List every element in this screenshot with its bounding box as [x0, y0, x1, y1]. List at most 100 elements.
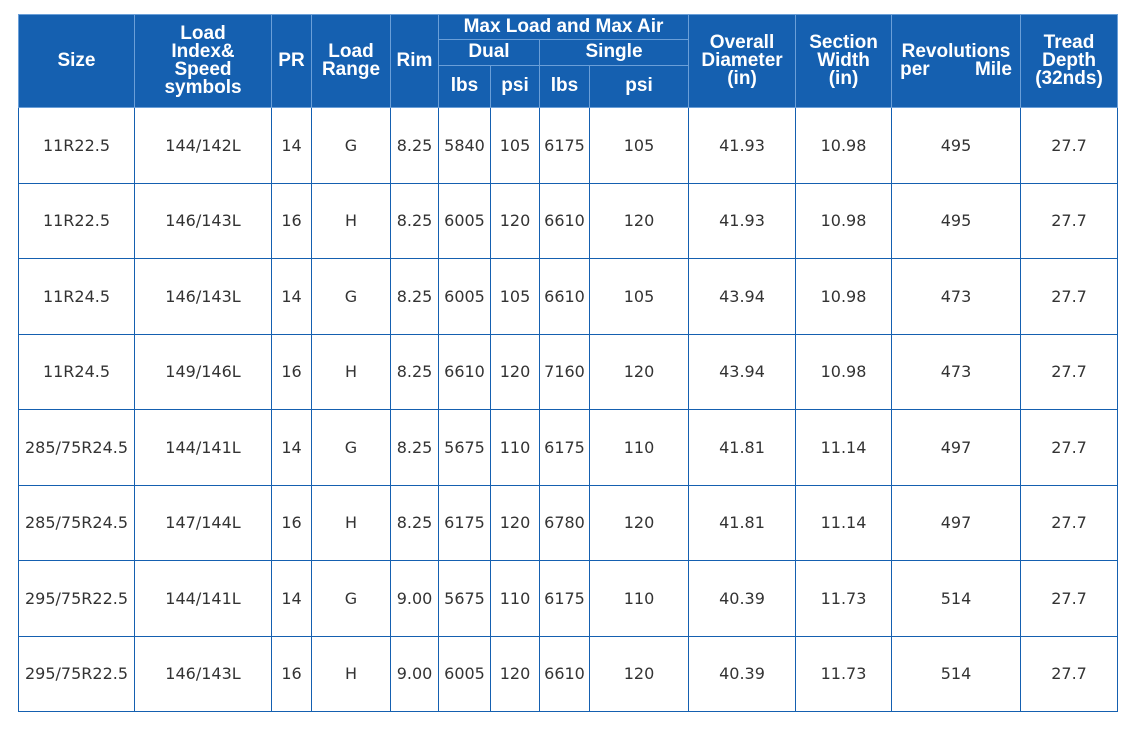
cell-pr: 14 [271, 409, 312, 486]
cell-dual-lbs: 5840 [438, 107, 491, 184]
header-dual-psi: psi [490, 65, 540, 108]
cell-overall-diameter: 41.93 [688, 182, 797, 259]
cell-section-width: 11.73 [795, 560, 893, 637]
cell-overall-diameter: 41.81 [688, 409, 797, 486]
cell-tread-depth: 27.7 [1020, 182, 1119, 259]
cell-size: 11R22.5 [18, 182, 135, 259]
cell-revolutions: 495 [891, 107, 1022, 184]
cell-dual-lbs: 6005 [438, 635, 491, 712]
cell-dual-lbs: 6005 [438, 258, 491, 335]
cell-tread-depth: 27.7 [1020, 258, 1119, 335]
cell-section-width: 10.98 [795, 107, 893, 184]
cell-dual-lbs: 6175 [438, 484, 491, 561]
cell-single-lbs: 7160 [539, 333, 590, 410]
cell-single-psi: 120 [588, 182, 690, 259]
table-row: 11R22.5 146/143L 16 H 8.25 6005 120 6610… [18, 182, 1119, 259]
cell-dual-lbs: 6005 [438, 182, 491, 259]
cell-size: 11R22.5 [18, 107, 135, 184]
header-single: Single [538, 39, 690, 66]
cell-revolutions: 495 [891, 182, 1022, 259]
cell-size: 295/75R22.5 [18, 560, 135, 637]
cell-single-psi: 105 [588, 258, 690, 335]
cell-revolutions: 497 [891, 484, 1022, 561]
cell-rim: 8.25 [390, 258, 439, 335]
header-section-width: Section Width (in) [795, 14, 893, 108]
cell-section-width: 10.98 [795, 182, 893, 259]
table-row: 11R24.5 146/143L 14 G 8.25 6005 105 6610… [18, 258, 1119, 335]
cell-pr: 14 [271, 107, 312, 184]
cell-load-range: H [311, 635, 391, 712]
cell-size: 285/75R24.5 [18, 409, 135, 486]
cell-rim: 9.00 [390, 635, 439, 712]
cell-single-lbs: 6175 [539, 560, 590, 637]
cell-single-psi: 110 [588, 409, 690, 486]
cell-revolutions: 514 [891, 560, 1022, 637]
header-max-load-air: Max Load and Max Air [437, 14, 690, 40]
cell-single-psi: 120 [588, 484, 690, 561]
cell-revolutions: 473 [891, 258, 1022, 335]
table-row: 295/75R22.5 146/143L 16 H 9.00 6005 120 … [18, 635, 1119, 712]
cell-overall-diameter: 41.81 [688, 484, 797, 561]
header-single-lbs: lbs [539, 65, 590, 108]
cell-single-psi: 120 [588, 635, 690, 712]
cell-dual-psi: 120 [490, 333, 540, 410]
cell-single-psi: 120 [588, 333, 690, 410]
cell-dual-lbs: 6610 [438, 333, 491, 410]
cell-pr: 16 [271, 484, 312, 561]
header-overall-diameter: Overall Diameter (in) [688, 14, 797, 108]
cell-section-width: 10.98 [795, 258, 893, 335]
cell-overall-diameter: 40.39 [688, 635, 797, 712]
header-load-index: Load Index& Speed symbols [134, 14, 272, 108]
cell-dual-psi: 110 [490, 409, 540, 486]
cell-size: 295/75R22.5 [18, 635, 135, 712]
header-dual-lbs: lbs [438, 65, 491, 108]
cell-dual-psi: 110 [490, 560, 540, 637]
cell-size: 11R24.5 [18, 258, 135, 335]
cell-rim: 9.00 [390, 560, 439, 637]
cell-rim: 8.25 [390, 182, 439, 259]
cell-tread-depth: 27.7 [1020, 409, 1119, 486]
cell-overall-diameter: 40.39 [688, 560, 797, 637]
cell-section-width: 11.73 [795, 635, 893, 712]
cell-single-lbs: 6780 [539, 484, 590, 561]
cell-single-psi: 110 [588, 560, 690, 637]
table-row: 11R22.5 144/142L 14 G 8.25 5840 105 6175… [18, 107, 1119, 184]
cell-load-range: G [311, 258, 391, 335]
cell-single-lbs: 6175 [539, 107, 590, 184]
cell-load-range: G [311, 560, 391, 637]
cell-pr: 14 [271, 560, 312, 637]
cell-load-index: 146/143L [134, 258, 272, 335]
cell-dual-psi: 120 [490, 182, 540, 259]
tire-spec-table: Size Load Index& Speed symbols PR Load R… [18, 14, 1119, 712]
cell-size: 11R24.5 [18, 333, 135, 410]
cell-size: 285/75R24.5 [18, 484, 135, 561]
cell-dual-lbs: 5675 [438, 560, 491, 637]
cell-load-range: H [311, 333, 391, 410]
cell-section-width: 11.14 [795, 409, 893, 486]
table-row: 285/75R24.5 147/144L 16 H 8.25 6175 120 … [18, 484, 1119, 561]
cell-rim: 8.25 [390, 107, 439, 184]
cell-load-index: 147/144L [134, 484, 272, 561]
table-row: 11R24.5 149/146L 16 H 8.25 6610 120 7160… [18, 333, 1119, 410]
table-row: 295/75R22.5 144/141L 14 G 9.00 5675 110 … [18, 560, 1119, 637]
cell-rim: 8.25 [390, 484, 439, 561]
cell-section-width: 11.14 [795, 484, 893, 561]
header-pr: PR [271, 14, 312, 108]
header-size: Size [18, 14, 135, 108]
cell-pr: 16 [271, 182, 312, 259]
cell-load-range: H [311, 484, 391, 561]
header-load-range: Load Range [311, 14, 391, 108]
cell-tread-depth: 27.7 [1020, 107, 1119, 184]
cell-tread-depth: 27.7 [1020, 333, 1119, 410]
cell-rim: 8.25 [390, 333, 439, 410]
header-dual: Dual [438, 39, 540, 66]
cell-revolutions: 473 [891, 333, 1022, 410]
cell-load-index: 144/141L [134, 409, 272, 486]
cell-load-index: 144/141L [134, 560, 272, 637]
cell-single-lbs: 6610 [539, 635, 590, 712]
cell-pr: 16 [271, 635, 312, 712]
cell-revolutions: 514 [891, 635, 1022, 712]
cell-load-index: 146/143L [134, 635, 272, 712]
cell-load-range: G [311, 409, 391, 486]
cell-tread-depth: 27.7 [1020, 484, 1119, 561]
